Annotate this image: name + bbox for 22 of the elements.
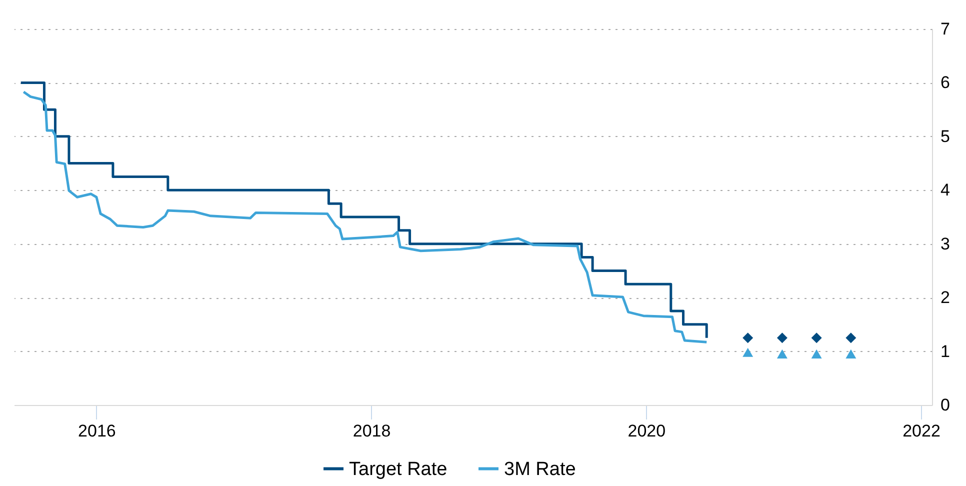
point: [811, 332, 822, 344]
y-tick-label: 0: [940, 396, 950, 414]
y-tick-label: 5: [940, 126, 950, 146]
point: [846, 349, 856, 359]
y-tick-label: 1: [940, 342, 950, 361]
point: [742, 332, 754, 344]
y-tick-label: 2: [940, 288, 950, 308]
point: [776, 349, 788, 359]
y-tick-label: 6: [940, 73, 950, 92]
point: [811, 349, 822, 359]
point: [846, 332, 856, 344]
legend-label: 3M Rate: [504, 458, 576, 480]
point: [742, 348, 754, 357]
legend-label: Target Rate: [349, 458, 448, 480]
y-tick-label: 4: [940, 180, 950, 200]
point: [776, 332, 788, 344]
x-tick-label: 2022: [902, 422, 940, 440]
x-tick-label: 2020: [628, 422, 666, 440]
x-tick-label: 2018: [352, 422, 391, 440]
y-tick-label: 3: [940, 234, 950, 254]
x-tick-label: 2016: [78, 422, 116, 440]
y-tick-label: 7: [940, 20, 950, 38]
